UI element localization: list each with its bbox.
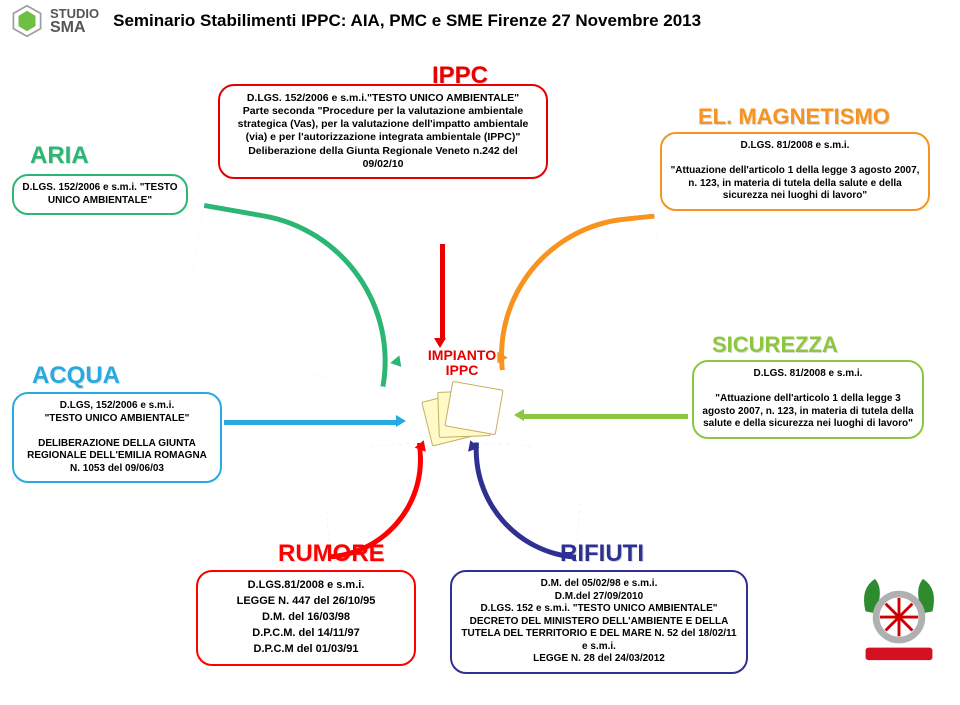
box-sicurezza: D.LGS. 81/2008 e s.m.i. "Attuazione dell… <box>692 360 924 439</box>
list-item <box>670 153 920 166</box>
label-acqua: ACQUA <box>32 362 120 390</box>
list-item: LEGGE N. 447 del 26/10/95 <box>206 594 406 610</box>
list-item: D.LGS. 152 e s.m.i. "TESTO UNICO AMBIENT… <box>460 603 738 616</box>
logo: STUDIO SMA <box>10 4 99 38</box>
list-acqua: D.LGS, 152/2006 e s.m.i. "TESTO UNICO AM… <box>22 400 212 475</box>
box-ippc: D.LGS. 152/2006 e s.m.i."TESTO UNICO AMB… <box>218 84 548 179</box>
list-item: "TESTO UNICO AMBIENTALE" <box>22 413 212 426</box>
center-node: IMPIANTO IPPC <box>402 348 522 443</box>
paper-stack-icon <box>426 385 498 443</box>
list-item: D.LGS. 81/2008 e s.m.i. <box>702 368 914 381</box>
list-item: D.M. del 16/03/98 <box>206 610 406 626</box>
list-ippc: D.LGS. 152/2006 e s.m.i."TESTO UNICO AMB… <box>228 92 538 171</box>
list-item: D.M. del 05/02/98 e s.m.i. <box>460 578 738 591</box>
box-acqua: D.LGS, 152/2006 e s.m.i. "TESTO UNICO AM… <box>12 392 222 483</box>
list-item: D.LGS. 152/2006 e s.m.i. "TESTO UNICO AM… <box>22 182 178 207</box>
box-elmag: D.LGS. 81/2008 e s.m.i. "Attuazione dell… <box>660 132 930 211</box>
list-item: Deliberazione della Giunta Regionale Ven… <box>228 145 538 171</box>
list-item: D.P.C.M del 01/03/91 <box>206 642 406 658</box>
italian-emblem-icon <box>856 571 942 667</box>
list-item: D.LGS.81/2008 e s.m.i. <box>206 578 406 594</box>
list-item: D.LGS, 152/2006 e s.m.i. <box>22 400 212 413</box>
diagram-canvas: ARIA IPPC EL. MAGNETISMO ACQUA RUMORE RI… <box>0 42 960 697</box>
list-sicurezza: D.LGS. 81/2008 e s.m.i. "Attuazione dell… <box>702 368 914 431</box>
list-aria: D.LGS. 152/2006 e s.m.i. "TESTO UNICO AM… <box>22 182 178 207</box>
center-line1: IMPIANTO <box>402 348 522 363</box>
list-item: DECRETO DEL MINISTERO DELL'AMBIENTE E DE… <box>460 616 738 654</box>
list-item: D.LGS. 81/2008 e s.m.i. <box>670 140 920 153</box>
list-item: LEGGE N. 28 del 24/03/2012 <box>460 653 738 666</box>
box-aria: D.LGS. 152/2006 e s.m.i. "TESTO UNICO AM… <box>12 174 188 215</box>
label-sicurezza: SICUREZZA <box>712 332 838 358</box>
list-item: D.M.del 27/09/2010 <box>460 591 738 604</box>
box-rumore: D.LGS.81/2008 e s.m.i. LEGGE N. 447 del … <box>196 570 416 666</box>
list-item: D.P.C.M. del 14/11/97 <box>206 626 406 642</box>
list-rumore: D.LGS.81/2008 e s.m.i. LEGGE N. 447 del … <box>206 578 406 658</box>
header: STUDIO SMA Seminario Stabilimenti IPPC: … <box>0 0 960 42</box>
list-item: "Attuazione dell'articolo 1 della legge … <box>702 393 914 431</box>
list-item: Parte seconda "Procedure per la valutazi… <box>228 105 538 144</box>
list-item: D.LGS. 152/2006 e s.m.i."TESTO UNICO AMB… <box>228 92 538 105</box>
list-item: "Attuazione dell'articolo 1 della legge … <box>670 165 920 203</box>
list-rifiuti: D.M. del 05/02/98 e s.m.i. D.M.del 27/09… <box>460 578 738 666</box>
logo-line2: SMA <box>50 20 99 36</box>
box-rifiuti: D.M. del 05/02/98 e s.m.i. D.M.del 27/09… <box>450 570 748 674</box>
logo-line1: STUDIO <box>50 7 99 20</box>
list-item: DELIBERAZIONE DELLA GIUNTA REGIONALE DEL… <box>22 438 212 476</box>
list-item <box>22 425 212 438</box>
center-line2: IPPC <box>402 363 522 378</box>
logo-text: STUDIO SMA <box>50 7 99 36</box>
list-item <box>702 381 914 394</box>
list-elmag: D.LGS. 81/2008 e s.m.i. "Attuazione dell… <box>670 140 920 203</box>
label-elmag: EL. MAGNETISMO <box>698 104 890 130</box>
page-title: Seminario Stabilimenti IPPC: AIA, PMC e … <box>113 11 701 31</box>
label-aria: ARIA <box>30 142 89 170</box>
logo-hex-icon <box>10 4 44 38</box>
